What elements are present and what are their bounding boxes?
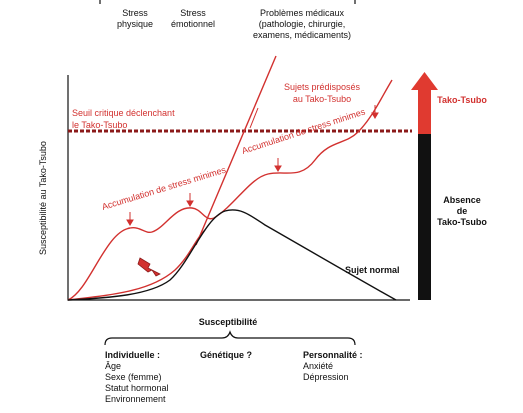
absence-bar [418,134,431,300]
steep-red-line [195,55,277,246]
top-label: examens, médicaments) [253,30,351,40]
bottom-brace [104,330,356,346]
top-label: Stress [122,8,148,18]
top-label: physique [117,19,153,29]
tako-tsubo-label: Tako-Tsubo [437,95,487,105]
top-label: Problèmes médicaux [260,8,345,18]
group-item: Âge [105,361,121,371]
group-title: Génétique ? [200,350,252,360]
absence-label: de [457,206,468,216]
threshold-label: Seuil critique déclenchant [72,108,175,118]
lower-red-curve [67,229,206,301]
threshold-label: le Tako-Tsubo [72,120,127,130]
top-bracket [99,0,356,4]
predisposed-label: Sujets prédisposés [284,82,361,92]
normal-curve [67,209,397,301]
group-title: Personnalité : [303,350,363,360]
lightning-icon [137,257,161,277]
top-label: émotionnel [171,19,215,29]
absence-label: Absence [443,195,481,205]
top-label: Stress [180,8,206,18]
group-item: Anxiété [303,361,333,371]
tako-tsubo-arrow [411,72,438,134]
absence-label: Tako-Tsubo [437,217,487,227]
group-item: Environnement [105,394,166,404]
normal-label: Sujet normal [345,265,400,275]
group-item: Statut hormonal [105,383,169,393]
predisposed-label: au Tako-Tsubo [293,94,351,104]
group-item: Sexe (femme) [105,372,162,382]
group-title: Individuelle : [105,350,160,360]
y-axis-label: Susceptibilité au Tako-Tsubo [38,141,48,255]
bottom-title: Susceptibilité [199,317,258,327]
down-arrows [126,105,379,226]
group-item: Dépression [303,372,349,382]
top-label: (pathologie, chirurgie, [259,19,346,29]
